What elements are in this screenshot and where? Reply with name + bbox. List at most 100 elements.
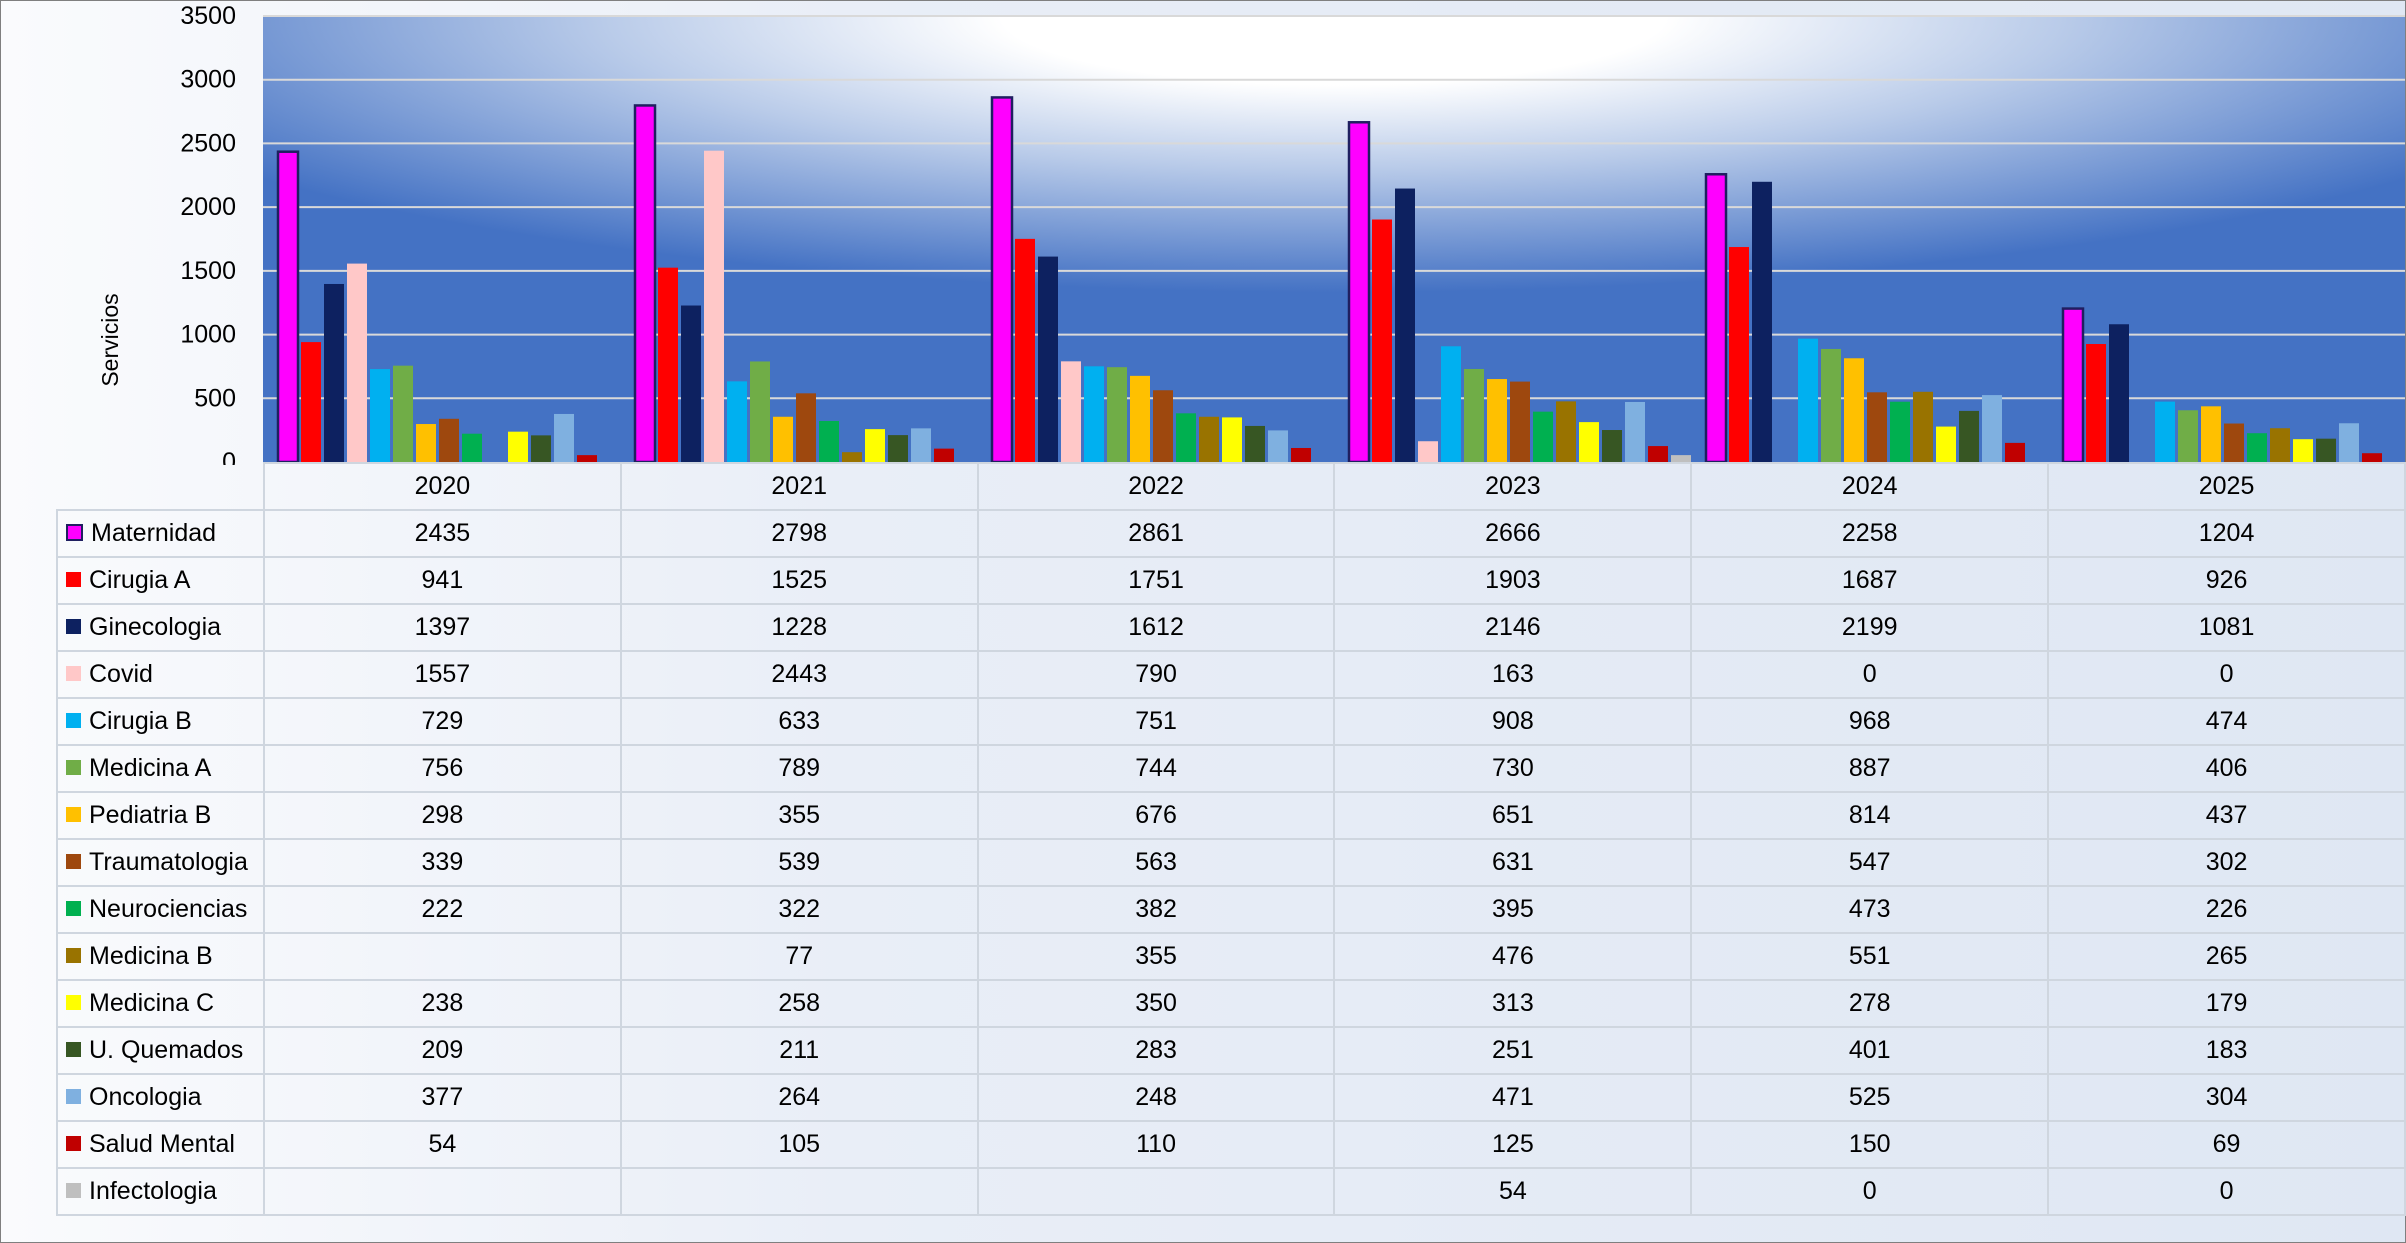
- bar: [2362, 453, 2382, 462]
- data-cell: 163: [1333, 650, 1693, 699]
- data-cell: 298: [262, 791, 622, 840]
- legend-entry: Ginecologia: [56, 603, 265, 652]
- bar: [1579, 422, 1599, 462]
- legend-entry: Oncologia: [56, 1073, 265, 1122]
- data-cell: 651: [1333, 791, 1693, 840]
- series-name: Salud Mental: [89, 1130, 235, 1158]
- bar: [439, 418, 459, 462]
- table-row: Traumatologia 339 539 563 631 547 302: [56, 838, 2406, 887]
- table-row: Medicina C 238 258 350 313 278 179: [56, 979, 2406, 1028]
- legend-key: [66, 1041, 81, 1057]
- table-row: U. Quemados 209 211 283 251 401 183: [56, 1026, 2406, 1075]
- bar: [1061, 361, 1081, 462]
- bar: [1245, 425, 1265, 462]
- data-cell: 302: [2047, 838, 2406, 887]
- legend-entry: Pediatria B: [56, 791, 265, 840]
- series-name: Medicina A: [89, 754, 212, 782]
- legend-key: [66, 665, 81, 681]
- y-axis: 0 500 1000 1500 2000 2500 3000 3500: [180, 2, 236, 465]
- data-cell: 551: [1690, 932, 2050, 981]
- series-name: U. Quemados: [89, 1036, 244, 1064]
- table-row: Salud Mental 54 105 110 125 150 69: [56, 1120, 2406, 1169]
- data-cell: 908: [1333, 697, 1693, 746]
- series-name: Maternidad: [91, 519, 217, 547]
- bar: [531, 435, 551, 462]
- legend-entry: Medicina A: [56, 744, 265, 793]
- table-row: Infectologia 54 0 0: [56, 1167, 2406, 1216]
- data-cell: 1525: [619, 556, 979, 605]
- bar: [1487, 379, 1507, 462]
- y-axis-label: Servicios: [97, 293, 123, 386]
- data-cell: 283: [976, 1026, 1336, 1075]
- data-cell: 2443: [619, 650, 979, 699]
- legend-key: [66, 1135, 81, 1151]
- bar: [1418, 441, 1438, 462]
- data-cell: 2199: [1690, 603, 2050, 652]
- data-cell: 1612: [976, 603, 1336, 652]
- y-tick-label: 3000: [180, 66, 236, 94]
- bar: [1441, 346, 1461, 462]
- data-cell: 0: [1690, 1167, 2050, 1216]
- bar: [633, 104, 657, 464]
- data-cell: 1081: [2047, 603, 2406, 652]
- series-name: Medicina B: [89, 942, 213, 970]
- legend-entry: Neurociencias: [56, 885, 265, 934]
- bar: [1982, 395, 2002, 462]
- data-cell: 265: [2047, 932, 2406, 981]
- data-cell: 473: [1690, 885, 2050, 934]
- data-cell: 729: [262, 697, 622, 746]
- bar: [1625, 401, 1645, 462]
- data-cell: 941: [262, 556, 622, 605]
- category-label: 2022: [976, 462, 1336, 511]
- data-cell: 471: [1333, 1073, 1693, 1122]
- bar: [1913, 391, 1933, 462]
- bar: [1291, 447, 1311, 462]
- bar: [1084, 366, 1104, 462]
- bar: [2270, 428, 2290, 462]
- bar: [1222, 417, 1242, 462]
- category-label: 2020: [262, 462, 622, 511]
- bar-chart: 0 500 1000 1500 2000 2500 3000 3500 Servicios: [97, 2, 2405, 465]
- series-name: Ginecologia: [89, 613, 222, 641]
- table-header-row: 2020 2021 2022 2023 2024 2025: [57, 462, 2406, 511]
- data-cell: 313: [1333, 979, 1693, 1028]
- series-name: Pediatria B: [89, 801, 212, 829]
- data-cell: 744: [976, 744, 1336, 793]
- bar: [2224, 423, 2244, 462]
- bar: [301, 342, 321, 462]
- bar: [1648, 446, 1668, 462]
- bars: [276, 96, 2382, 464]
- table-row: Pediatria B 298 355 676 651 814 437: [56, 791, 2406, 840]
- bar: [462, 433, 482, 462]
- bar: [1372, 219, 1392, 462]
- legend-key: [66, 947, 81, 963]
- data-cell: 238: [262, 979, 622, 1028]
- legend-entry: Maternidad: [56, 509, 265, 558]
- data-cell: 105: [619, 1120, 979, 1169]
- data-cell: 54: [1333, 1167, 1693, 1216]
- data-cell: 222: [262, 885, 622, 934]
- category-label: 2024: [1690, 462, 2050, 511]
- bar: [1533, 411, 1553, 462]
- series-name: Cirugia B: [89, 707, 192, 735]
- legend-key: [66, 571, 81, 587]
- bar: [1936, 426, 1956, 462]
- data-cell: 790: [976, 650, 1336, 699]
- data-cell: 968: [1690, 697, 2050, 746]
- data-cell: 406: [2047, 744, 2406, 793]
- bar: [1347, 121, 1371, 464]
- data-cell: [262, 932, 622, 981]
- table-corner: [57, 463, 264, 510]
- table-row: Cirugia A 941 1525 1751 1903 1687 926: [56, 556, 2406, 605]
- bar: [727, 381, 747, 462]
- data-cell: 355: [619, 791, 979, 840]
- data-cell: [262, 1167, 622, 1216]
- legend-key: [66, 618, 81, 634]
- legend-entry: Traumatologia: [56, 838, 265, 887]
- data-cell: 2666: [1333, 509, 1693, 558]
- legend-key: [66, 994, 81, 1010]
- bar: [819, 420, 839, 462]
- bar: [934, 448, 954, 462]
- bar: [1890, 401, 1910, 462]
- data-cell: 476: [1333, 932, 1693, 981]
